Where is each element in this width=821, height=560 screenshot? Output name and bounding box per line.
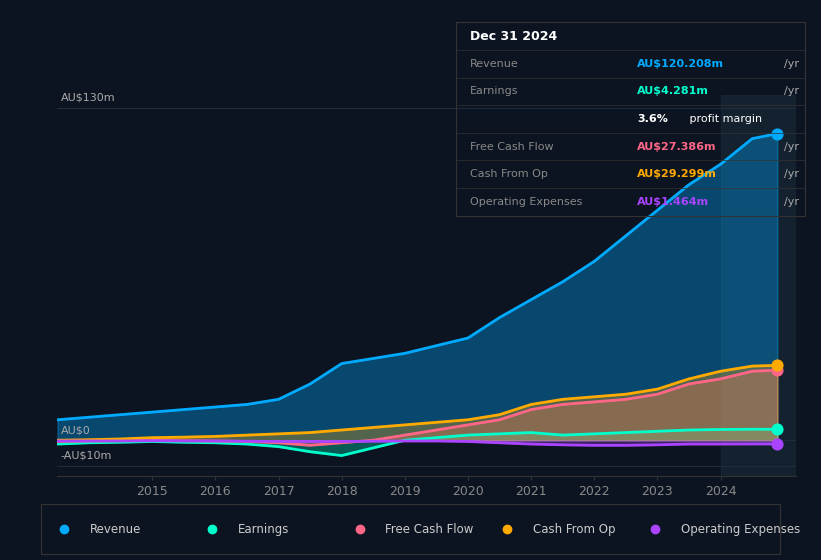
Text: Cash From Op: Cash From Op (470, 169, 548, 179)
Text: Operating Expenses: Operating Expenses (681, 522, 800, 536)
Point (771, 129, 784, 138)
Text: AU$120.208m: AU$120.208m (637, 59, 724, 69)
Text: Earnings: Earnings (470, 86, 518, 96)
Text: Free Cash Flow: Free Cash Flow (385, 522, 474, 536)
Text: Cash From Op: Cash From Op (533, 522, 616, 536)
Text: /yr: /yr (784, 142, 799, 152)
Text: -AU$10m: -AU$10m (61, 451, 112, 461)
Text: AU$0: AU$0 (61, 425, 90, 435)
Text: /yr: /yr (784, 59, 799, 69)
Text: Revenue: Revenue (89, 522, 141, 536)
Text: /yr: /yr (784, 197, 799, 207)
Text: Revenue: Revenue (470, 59, 518, 69)
Bar (721, 95, 796, 476)
Text: Free Cash Flow: Free Cash Flow (470, 142, 553, 152)
Point (771, 440, 784, 449)
Text: Dec 31 2024: Dec 31 2024 (470, 30, 557, 43)
Text: AU$4.281m: AU$4.281m (637, 86, 709, 96)
Text: /yr: /yr (784, 86, 799, 96)
Text: Operating Expenses: Operating Expenses (470, 197, 582, 207)
Text: profit margin: profit margin (686, 114, 762, 124)
Text: AU$130m: AU$130m (61, 93, 115, 103)
Point (771, 366, 784, 375)
Text: AU$29.299m: AU$29.299m (637, 169, 717, 179)
Text: 3.6%: 3.6% (637, 114, 668, 124)
Text: /yr: /yr (784, 169, 799, 179)
Text: Earnings: Earnings (237, 522, 289, 536)
Text: AU$1.464m: AU$1.464m (637, 197, 709, 207)
Point (771, 361, 784, 370)
Point (771, 425, 784, 434)
Text: AU$27.386m: AU$27.386m (637, 142, 717, 152)
